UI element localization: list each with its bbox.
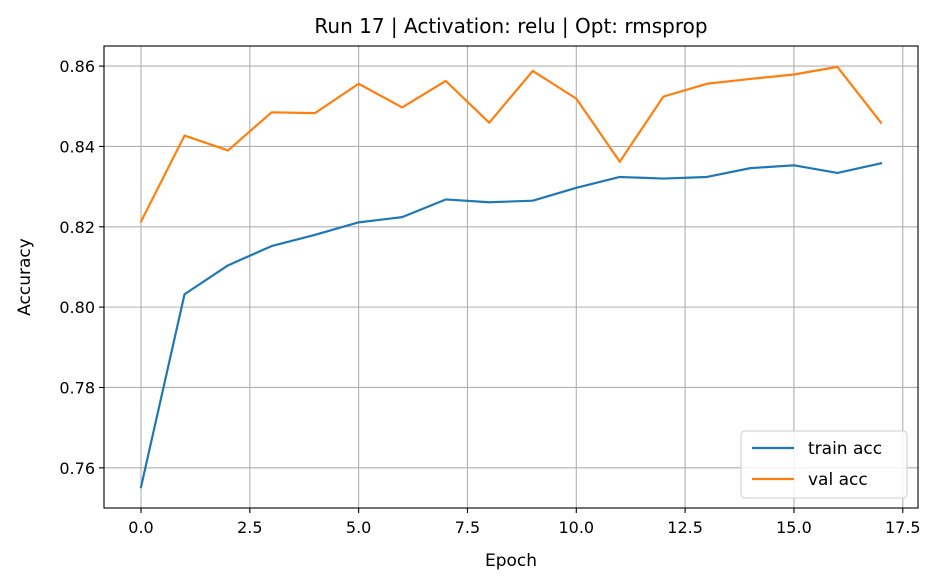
y-tick-label: 0.78: [59, 378, 95, 397]
x-axis-ticks: 0.0 2.5 5.0 7.5 10.0 12.5 15.0 17.5: [128, 508, 921, 537]
x-tick-label: 10.0: [558, 518, 594, 537]
series-group: [139, 65, 883, 489]
legend: train acc val acc: [740, 430, 908, 499]
x-tick-label: 17.5: [885, 518, 921, 537]
grid: [104, 46, 918, 508]
legend-label-train-acc: train acc: [808, 439, 882, 459]
x-tick-label: 5.0: [346, 518, 371, 537]
legend-label-val-acc: val acc: [808, 470, 868, 490]
plot-area-frame: [103, 45, 919, 509]
chart-title: Run 17 | Activation: relu | Opt: rmsprop: [314, 14, 707, 38]
x-tick-label: 12.5: [667, 518, 703, 537]
series-line-val-acc: [139, 65, 883, 224]
y-tick-label: 0.80: [59, 298, 95, 317]
x-tick-label: 15.0: [776, 518, 812, 537]
x-tick-label: 7.5: [455, 518, 480, 537]
series-line-train-acc: [139, 161, 883, 489]
y-axis-label: Accuracy: [15, 238, 35, 316]
x-axis-label: Epoch: [485, 551, 537, 571]
y-tick-label: 0.76: [59, 459, 95, 478]
y-axis-ticks: 0.76 0.78 0.80 0.82 0.84 0.86: [59, 57, 104, 478]
y-tick-label: 0.82: [59, 218, 95, 237]
y-tick-label: 0.84: [59, 137, 95, 156]
x-tick-label: 0.0: [128, 518, 153, 537]
x-tick-label: 2.5: [237, 518, 262, 537]
y-tick-label: 0.86: [59, 57, 95, 76]
